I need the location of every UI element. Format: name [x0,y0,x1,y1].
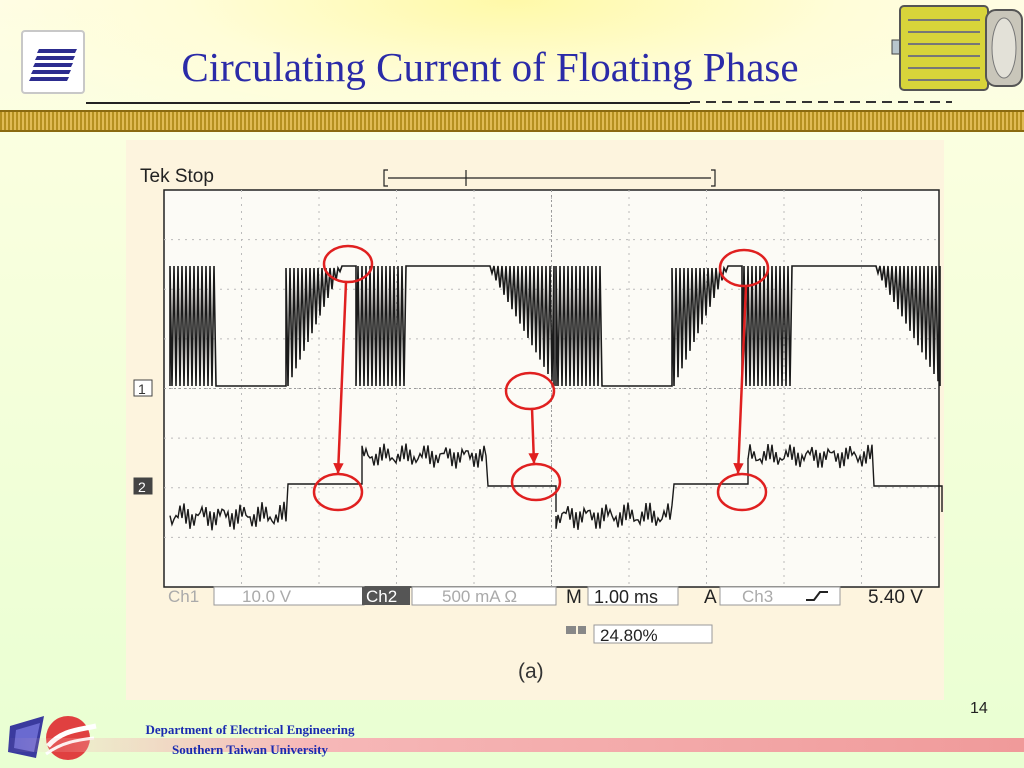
waveform-traces [169,265,943,531]
title-underline-dashed [690,101,952,103]
ch2-scale: 500 mA Ω [442,587,517,606]
graticule-grid [164,190,939,587]
duty-icon [566,626,576,634]
ch2-marker: 2 [133,477,153,495]
annotation-markers [312,244,770,512]
trigger-level: 5.40 V [868,587,923,608]
title-underline [86,102,690,104]
department-name: Department of Electrical Engineering [145,722,355,737]
university-logo [21,30,85,94]
university-name: Southern Taiwan University [171,742,329,757]
svg-text:1: 1 [138,381,146,397]
annotation-circle [718,248,770,288]
annotation-arrow [336,281,348,475]
ch2-label: Ch2 [366,587,397,606]
annotation-circle [510,462,562,502]
footer-text: Department of Electrical Engineering Sou… [112,720,388,760]
annotation-arrow [736,285,748,475]
oscilloscope-capture: Tek Stop 1 2 Ch1 [126,140,944,700]
readout-bar: Ch1 10.0 V Ch2 500 mA Ω M 1.00 ms A Ch3 … [168,586,923,683]
annotation-circle [504,371,556,411]
timebase-scale: 1.00 ms [594,587,658,607]
footer-divider [0,738,1024,752]
ch1-scale: 10.0 V [242,587,292,606]
trigger-position-bracket [383,169,716,187]
ch1-marker: 1 [133,379,153,397]
arrowhead-icon [333,462,344,474]
trigger-source: Ch3 [742,587,773,606]
svg-text:2: 2 [138,479,146,495]
oscilloscope-screen: Tek Stop 1 2 Ch1 [133,166,943,683]
arrowhead-icon [733,462,744,474]
ch1-label: Ch1 [168,587,199,606]
page-number: 14 [970,700,988,717]
annotation-circle [322,244,374,284]
scope-status: Tek Stop [140,166,214,187]
duty-value: 24.80% [600,626,658,645]
timebase-label: M [566,587,582,608]
slide-title: Circulating Current of Floating Phase [181,44,799,90]
annotation-circle [716,472,768,512]
header-band [0,0,1024,130]
motor-icon [891,5,1023,91]
ch1-voltage-trace [169,265,555,387]
ch2-current-trace-repeat [555,444,943,530]
header-divider-bar [0,110,1024,132]
stripes-logo-icon [29,49,77,81]
ch2-current-trace [169,443,557,531]
figure-caption: (a) [518,660,544,683]
trigger-slope-icon [806,591,828,601]
arrowhead-icon [528,453,539,464]
trigger-label: A [704,587,717,608]
